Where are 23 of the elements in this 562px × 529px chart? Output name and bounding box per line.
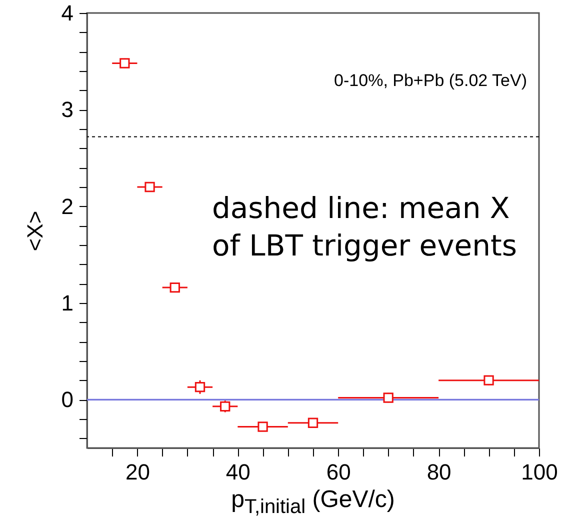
y-tick-label: 4 [61, 0, 74, 26]
y-tick-label: 0 [61, 387, 74, 412]
x-axis-title: p$_{T,initial}$ (GeV/c) [230, 486, 396, 519]
point [194, 382, 206, 392]
point [220, 401, 230, 412]
point [383, 392, 394, 403]
y-axis-title: <X> [22, 210, 48, 252]
annotation: 0-10%, Pb+Pb (5.02 TeV) [334, 71, 527, 90]
point [484, 375, 494, 386]
x-tick-label: 100 [521, 460, 558, 484]
x-tick-label: 80 [426, 460, 452, 484]
point [308, 418, 318, 428]
point [258, 422, 268, 432]
y-tick-label: 1 [61, 290, 74, 316]
annotation: dashed line: mean X of LBT trigger events [212, 191, 518, 263]
point [170, 282, 180, 293]
x-tick-label: 60 [326, 460, 351, 484]
x-tick-label: 40 [226, 460, 250, 484]
y-tick-label: 3 [61, 97, 74, 122]
x-tick-label: 20 [125, 460, 150, 484]
point [144, 182, 155, 192]
y-tick-label: 2 [61, 194, 74, 219]
point [120, 58, 130, 68]
